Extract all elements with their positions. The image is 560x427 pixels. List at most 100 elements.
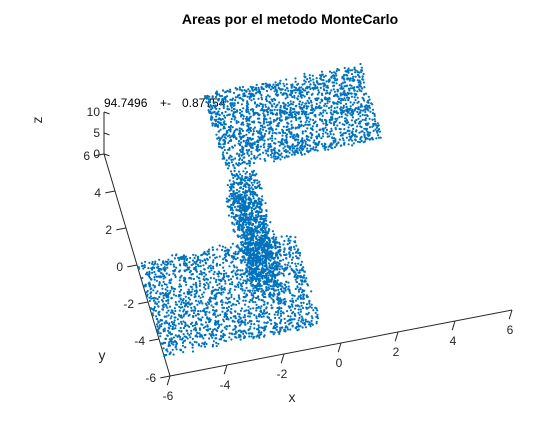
- scatter-point: [364, 114, 366, 116]
- scatter-point: [245, 224, 247, 226]
- scatter-point: [299, 314, 301, 316]
- scatter-point: [209, 101, 211, 103]
- scatter-point: [246, 287, 248, 289]
- scatter-point: [338, 116, 340, 118]
- scatter-point: [255, 309, 257, 311]
- scatter-point: [246, 102, 248, 104]
- scatter-point: [290, 107, 292, 109]
- scatter-point: [245, 229, 247, 231]
- scatter-point: [183, 292, 185, 294]
- scatter-point: [323, 85, 325, 87]
- scatter-point: [242, 147, 244, 149]
- scatter-point: [287, 90, 289, 92]
- scatter-point: [219, 114, 221, 116]
- scatter-point: [348, 111, 350, 113]
- scatter-point: [214, 314, 216, 316]
- scatter-point: [310, 79, 312, 81]
- scatter-point: [208, 249, 210, 251]
- scatter-point: [361, 140, 363, 142]
- scatter-point: [239, 278, 241, 280]
- scatter-point: [259, 218, 261, 220]
- scatter-point: [225, 99, 227, 101]
- scatter-point: [246, 183, 248, 185]
- scatter-point: [154, 279, 156, 281]
- scatter-point: [277, 286, 279, 288]
- scatter-point: [305, 121, 307, 123]
- scatter-point: [279, 263, 281, 265]
- scatter-point: [297, 98, 299, 100]
- scatter-point: [168, 314, 170, 316]
- scatter-point: [334, 91, 336, 93]
- scatter-point: [279, 322, 281, 324]
- scatter-point: [206, 258, 208, 260]
- scatter-point: [279, 268, 281, 270]
- scatter-point: [333, 111, 335, 113]
- scatter-point: [211, 116, 213, 118]
- scatter-point: [227, 318, 229, 320]
- scatter-point: [215, 279, 217, 281]
- scatter-point: [274, 88, 276, 90]
- scatter-point: [261, 125, 263, 127]
- scatter-point: [237, 252, 239, 254]
- scatter-point: [376, 127, 378, 129]
- scatter-point: [258, 326, 260, 328]
- scatter-point: [240, 187, 242, 189]
- scatter-point: [224, 96, 226, 98]
- scatter-point: [287, 264, 289, 266]
- scatter-point: [242, 188, 244, 190]
- scatter-point: [250, 268, 252, 270]
- scatter-point: [150, 291, 152, 293]
- scatter-point: [222, 262, 224, 264]
- x-tick-label: 0: [336, 356, 343, 370]
- scatter-point: [265, 209, 267, 211]
- scatter-point: [303, 274, 305, 276]
- scatter-point: [194, 296, 196, 298]
- scatter-point: [285, 118, 287, 120]
- scatter-point: [219, 314, 221, 316]
- scatter-point: [192, 273, 194, 275]
- scatter-point: [300, 94, 302, 96]
- scatter-point: [179, 291, 181, 293]
- scatter-point: [328, 107, 330, 109]
- scatter-point: [271, 263, 273, 265]
- scatter-point: [202, 264, 204, 266]
- scatter-point: [356, 90, 358, 92]
- scatter-point: [336, 124, 338, 126]
- scatter-point: [290, 120, 292, 122]
- scatter-point: [231, 110, 233, 112]
- scatter-point: [246, 222, 248, 224]
- scatter-point: [354, 134, 356, 136]
- scatter-point: [298, 308, 300, 310]
- scatter-point: [262, 281, 264, 283]
- scatter-point: [340, 102, 342, 104]
- scatter-point: [346, 137, 348, 139]
- scatter-point: [303, 105, 305, 107]
- scatter-point: [252, 290, 254, 292]
- scatter-point: [160, 272, 162, 274]
- scatter-point: [223, 273, 225, 275]
- x-axis-tick: [452, 321, 455, 330]
- scatter-point: [222, 267, 224, 269]
- scatter-point: [295, 288, 297, 290]
- scatter-point: [271, 156, 273, 158]
- scatter-point: [226, 307, 228, 309]
- scatter-point: [293, 86, 295, 88]
- scatter-point: [336, 103, 338, 105]
- scatter-point: [281, 326, 283, 328]
- scatter-point: [249, 237, 251, 239]
- scatter-point: [305, 105, 307, 107]
- scatter-point: [287, 243, 289, 245]
- scatter-point: [221, 147, 223, 149]
- scatter-point: [310, 325, 312, 327]
- scatter-point: [231, 212, 233, 214]
- scatter-point: [201, 254, 203, 256]
- scatter-point: [164, 322, 166, 324]
- scatter-point: [209, 256, 211, 258]
- scatter-point: [166, 312, 168, 314]
- scatter-point: [226, 198, 228, 200]
- x-axis-tick: [395, 332, 398, 341]
- scatter-point: [291, 298, 293, 300]
- scatter-point: [289, 132, 291, 134]
- scatter-point: [345, 70, 347, 72]
- scatter-point: [343, 75, 345, 77]
